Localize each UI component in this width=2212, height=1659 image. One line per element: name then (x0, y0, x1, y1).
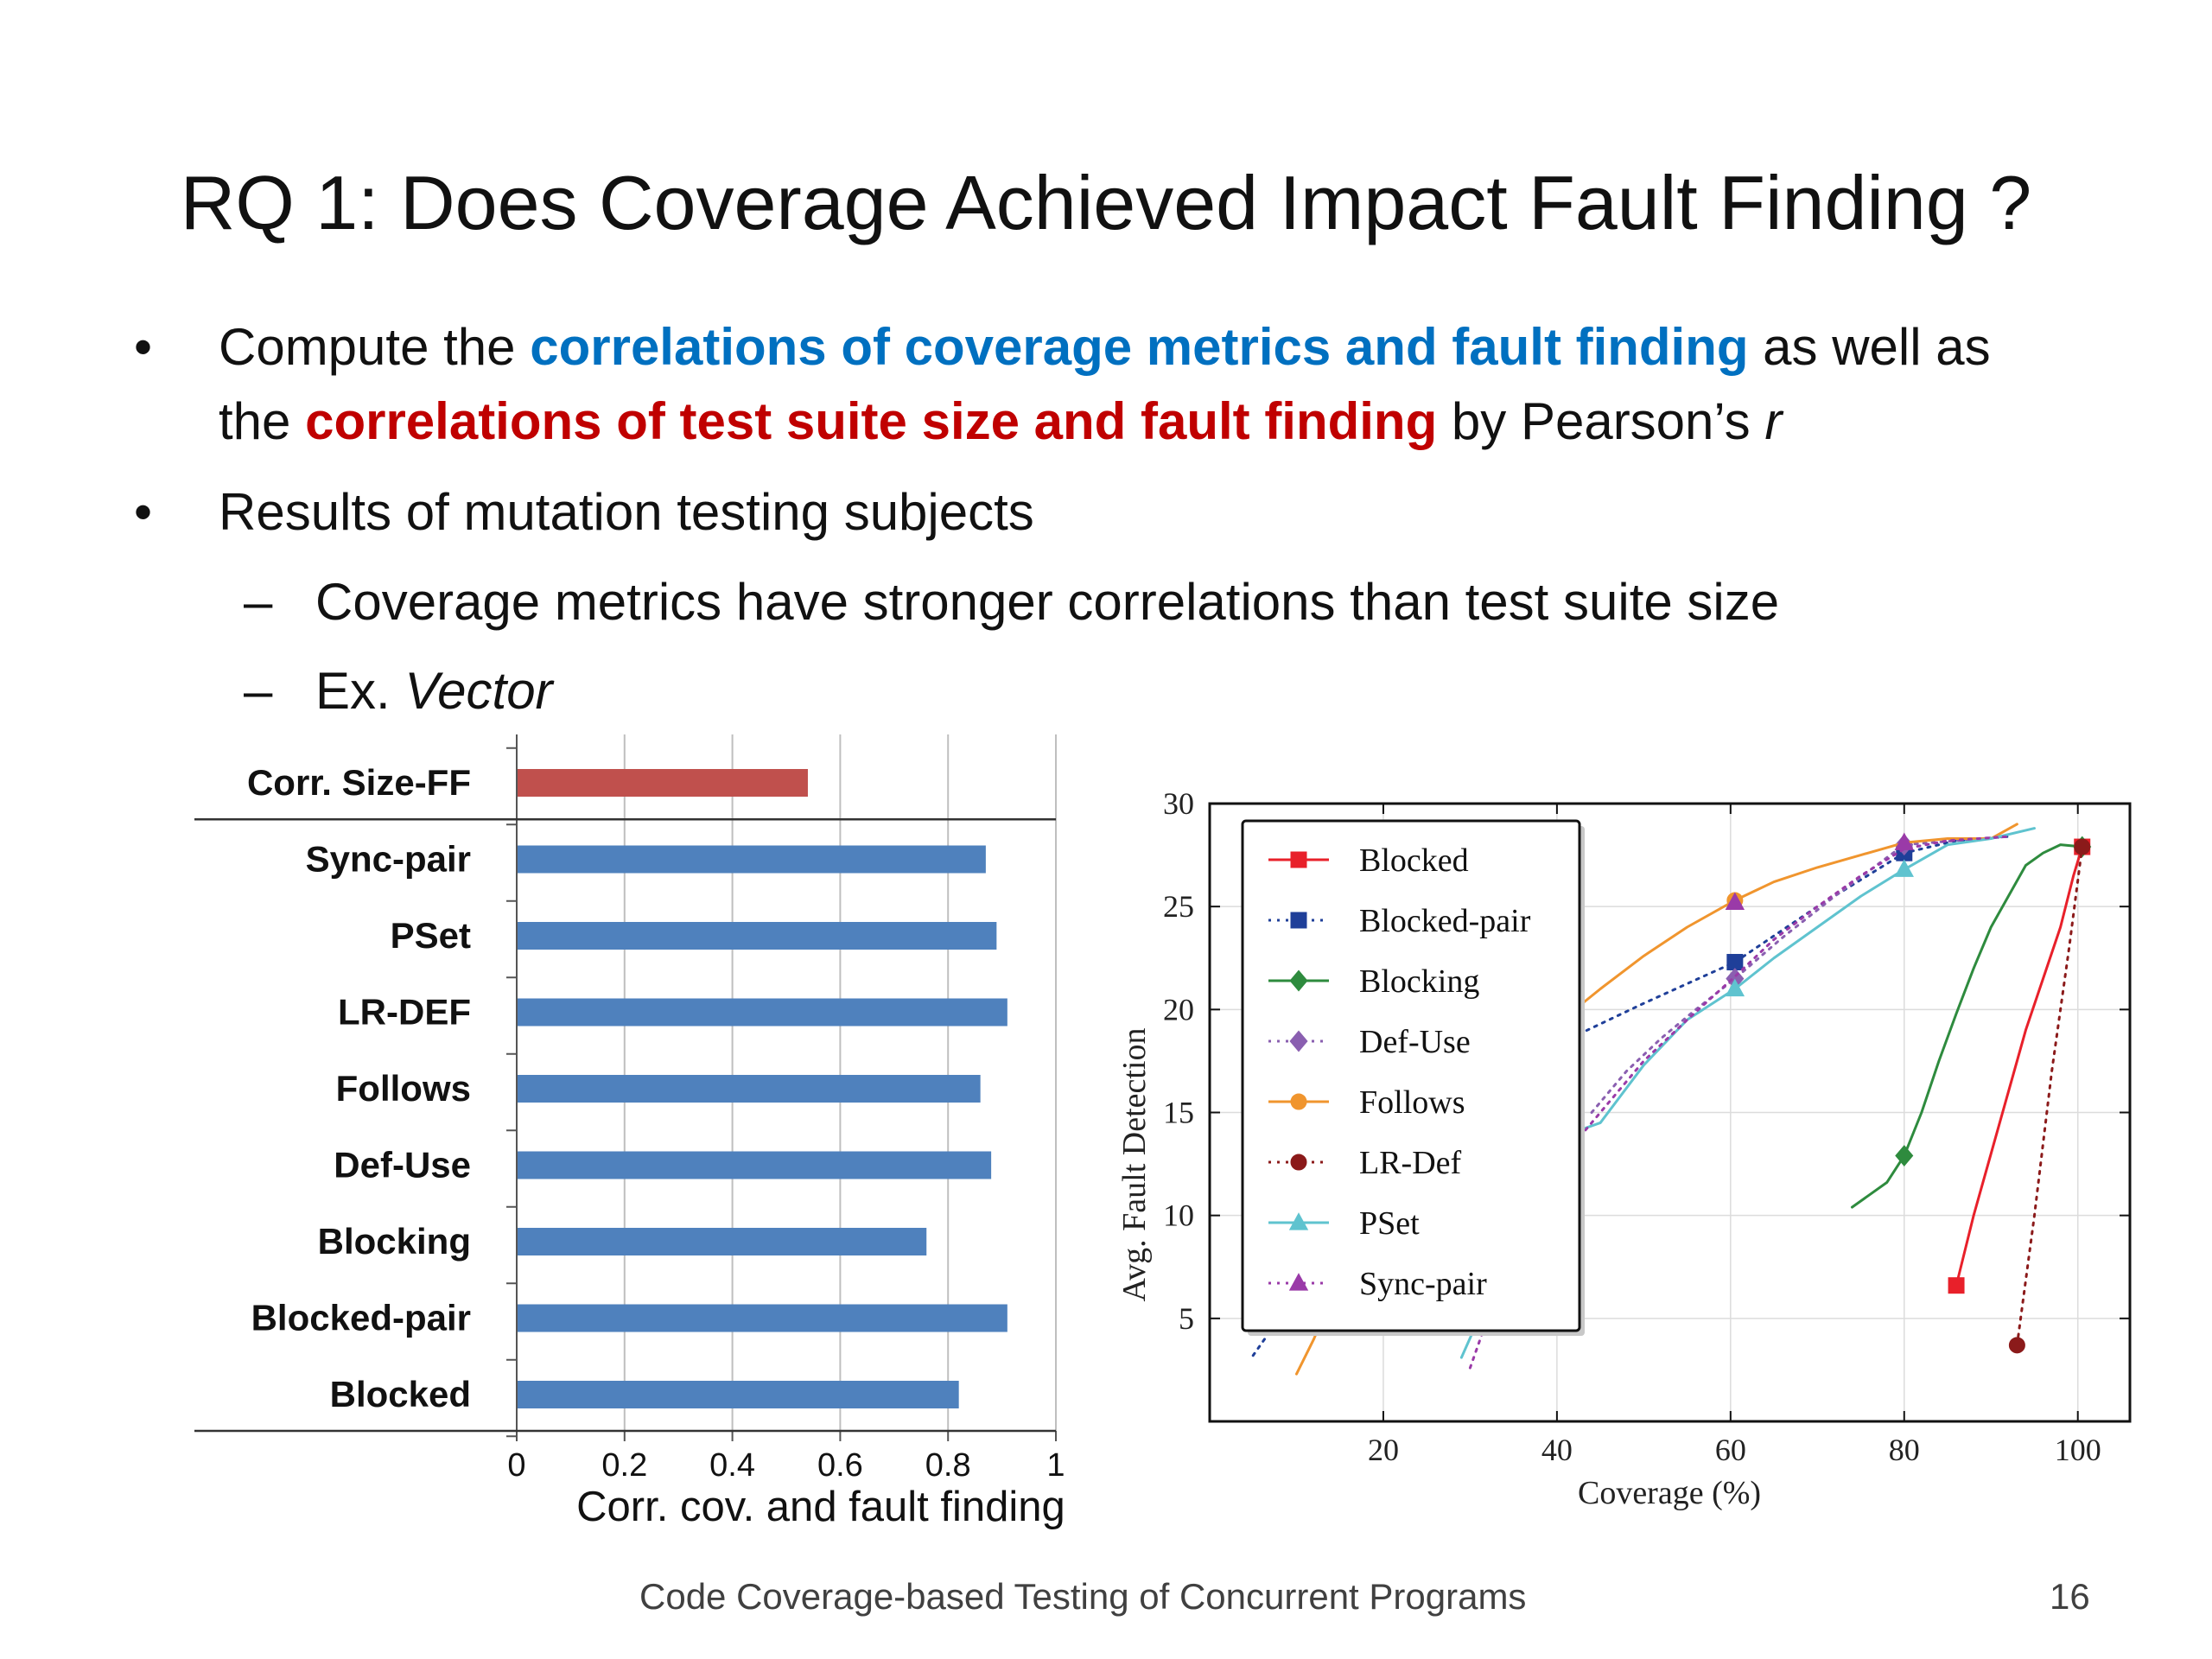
line-x-tick-label: 60 (1715, 1433, 1746, 1467)
sub-bullet-marker: – (244, 662, 273, 720)
bar-lr-def (518, 998, 1007, 1027)
page-number: 16 (2050, 1576, 2090, 1617)
series-marker-blocked-pair (1726, 954, 1744, 971)
line-chart-y-axis-label: Avg. Fault Detection (1116, 1028, 1153, 1302)
legend-marker-blocked (1290, 851, 1307, 868)
legend-label-pset: PSet (1359, 1205, 1420, 1242)
bar-x-tick-label: 0.6 (817, 1447, 863, 1484)
legend-box (1241, 819, 1581, 1332)
series-line-lr-def (2015, 845, 2084, 1347)
line-y-tick-label: 15 (1163, 1096, 1194, 1130)
line-x-tick-label: 80 (1889, 1433, 1920, 1467)
line-x-tick-label: 100 (2055, 1433, 2101, 1467)
line-x-tick-label: 40 (1541, 1433, 1573, 1467)
series-marker-sync-pair (1894, 832, 1914, 850)
bullet-1-italic-r: r (1764, 392, 1783, 450)
bar-x-tick-label: 0.2 (601, 1447, 647, 1484)
line-x-tick-label: 20 (1368, 1433, 1399, 1467)
bar-chart-x-axis-label: Corr. cov. and fault finding (576, 1484, 1065, 1530)
line-y-tick-label: 20 (1163, 992, 1194, 1027)
sub-bullet-2-italic: Vector (404, 662, 553, 720)
legend-label-lr-def: LR-Def (1359, 1145, 1462, 1181)
fault-detection-line-chart: 20 40 60 80 100 5 10 15 20 25 30 Coverage (%) Avg.… (1116, 786, 2132, 1511)
bar-blocked (518, 1381, 959, 1408)
bar-category-label: Corr. Size-FF (247, 762, 471, 803)
legend-label-follows: Follows (1359, 1084, 1465, 1121)
bar-x-tick-label: 0.8 (925, 1447, 971, 1484)
legend-label-blocked: Blocked (1359, 842, 1469, 879)
bar-x-tick-label: 1 (1046, 1447, 1065, 1484)
legend-marker-sync-pair (1288, 1273, 1309, 1291)
bullet-1-line-1: Compute the correlations of coverage met… (219, 313, 1991, 382)
bar-blocked-pair (518, 1304, 1007, 1332)
bar-category-label: Def-Use (334, 1145, 471, 1185)
line-chart-legend: Blocked Blocked-pair Blocking Def-Use Follow… (1241, 819, 1585, 1336)
bar-def-use (518, 1151, 992, 1179)
series-marker-lr-def (2074, 838, 2091, 855)
legend-label-blocked-pair: Blocked-pair (1359, 903, 1531, 939)
correlation-bar-chart: Corr. Size-FF Sync-pair PSet LR-DEF Follows D… (194, 734, 1065, 1530)
bar-blocking (518, 1228, 927, 1255)
series-line-blocking (1850, 843, 2084, 1209)
bar-category-label: LR-DEF (338, 992, 471, 1033)
sub-bullet-2-prefix: Ex. (315, 662, 405, 720)
bar-follows (518, 1075, 981, 1103)
series-line-blocked (1955, 845, 2084, 1287)
legend-marker-def-use (1289, 1030, 1308, 1052)
line-y-tick-label: 10 (1163, 1198, 1194, 1233)
bar-category-label: Blocked (330, 1374, 471, 1414)
bullet-2-text: Results of mutation testing subjects (219, 483, 1034, 541)
series-marker-blocking (1895, 1145, 1914, 1167)
line-y-tick-label: 25 (1163, 889, 1194, 924)
sub-bullet-1-text: Coverage metrics have stronger correlati… (315, 573, 1780, 631)
series-line-sync-pair (1468, 835, 2010, 1370)
line-chart-x-axis-label: Coverage (%) (1578, 1475, 1761, 1511)
bullet-1-text-c: the (219, 392, 306, 450)
series-marker-pset (1894, 859, 1914, 877)
bullet-1-highlight-blue: correlations of coverage metrics and fau… (530, 318, 1749, 376)
bullet-list: • Compute the correlations of coverage m… (0, 0, 2212, 778)
bar-x-tick-label: 0 (507, 1447, 525, 1484)
line-y-tick-label: 30 (1163, 786, 1194, 821)
sub-bullet-marker: – (244, 573, 273, 631)
legend-label-blocking: Blocking (1359, 963, 1479, 1000)
bar-category-label: Sync-pair (306, 839, 471, 880)
bullet-1-line-2: the correlations of test suite size and … (219, 387, 1782, 456)
bullet-1-text-a: Compute the (219, 318, 531, 376)
bar-sync-pair (518, 845, 986, 874)
bullet-marker: • (134, 318, 153, 376)
legend-marker-blocking (1289, 969, 1308, 992)
series-marker-pset (1725, 978, 1745, 997)
bar-pset (518, 922, 997, 950)
bar-category-label: Blocked-pair (251, 1298, 471, 1338)
legend-marker-blocked-pair (1290, 912, 1307, 929)
series-marker-lr-def (2008, 1337, 2025, 1354)
bullet-marker: • (134, 483, 153, 541)
bullet-1-text-b: as well as (1748, 318, 1991, 376)
legend-marker-follows (1290, 1093, 1307, 1110)
series-line-def-use (1590, 835, 2010, 1114)
bar-category-label: Blocking (318, 1221, 471, 1262)
sub-bullet-2-text: Ex. Vector (315, 657, 553, 726)
legend-label-sync-pair: Sync-pair (1359, 1266, 1487, 1302)
bar-corr-size-ff (518, 769, 808, 797)
legend-marker-pset (1288, 1212, 1309, 1230)
slide-title: RQ 1: Does Coverage Achieved Impact Faul… (180, 160, 2032, 245)
bar-category-label: Follows (336, 1068, 471, 1109)
bar-x-tick-label: 0.4 (709, 1447, 755, 1484)
bullet-1-text-d: by Pearson’s (1437, 392, 1765, 450)
legend-marker-lr-def (1290, 1154, 1307, 1171)
series-marker-blocked (1948, 1277, 1965, 1294)
footer-title: Code Coverage-based Testing of Concurren… (639, 1576, 1527, 1617)
legend-label-def-use: Def-Use (1359, 1024, 1471, 1060)
bar-category-label: PSet (391, 915, 471, 956)
bullet-1-highlight-red: correlations of test suite size and faul… (305, 392, 1438, 450)
series-marker-sync-pair (1725, 892, 1745, 910)
line-y-tick-label: 5 (1179, 1301, 1194, 1336)
